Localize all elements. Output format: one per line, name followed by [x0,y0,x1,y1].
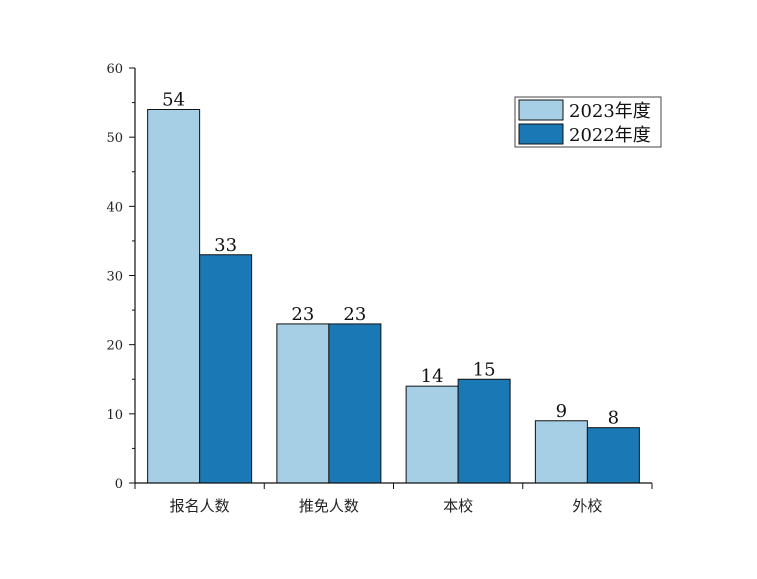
data-label-2-3: 15 [473,359,496,380]
bar-2-2 [328,323,382,484]
y-tick-label-0: 0 [115,477,123,492]
x-tick-label-2: 推免人数 [299,497,359,515]
bar-1-1 [147,109,201,484]
bars-layer [147,109,640,484]
y-tick-label-2: 20 [106,339,123,354]
bar-2-1 [199,254,253,484]
data-label-1-3: 14 [421,366,444,387]
axes-layer: 报名人数 推免人数 本校 外校 0 10 20 30 40 50 60 [106,62,653,515]
bar-1-3 [405,385,459,484]
data-label-2-1: 33 [214,235,237,256]
data-label-1-4: 9 [556,401,567,422]
data-labels-layer: 54 33 23 23 14 15 9 8 [162,90,619,429]
bar-1-4 [534,420,588,484]
legend-label-2: 2022年度 [569,125,651,146]
data-label-1-2: 23 [291,304,314,325]
legend: 2023年度 2022年度 [514,96,662,148]
bar-2-3 [457,378,511,484]
x-tick-label-4: 外校 [572,497,602,515]
data-label-2-4: 8 [608,408,619,429]
y-tick-label-5: 50 [106,131,123,146]
y-tick-label-1: 10 [106,408,123,423]
x-tick-label-1: 报名人数 [170,497,230,515]
legend-label-1: 2023年度 [569,101,651,122]
data-label-1-1: 54 [162,90,185,111]
y-tick-label-6: 60 [106,62,123,77]
x-tick-label-3: 本校 [443,497,473,515]
legend-swatch-1 [518,99,564,121]
bar-2-4 [586,427,640,484]
y-tick-label-4: 40 [106,200,123,215]
bar-1-2 [276,323,330,484]
y-tick-label-3: 30 [106,270,123,285]
legend-swatch-2 [518,123,564,145]
data-label-2-2: 23 [343,304,366,325]
